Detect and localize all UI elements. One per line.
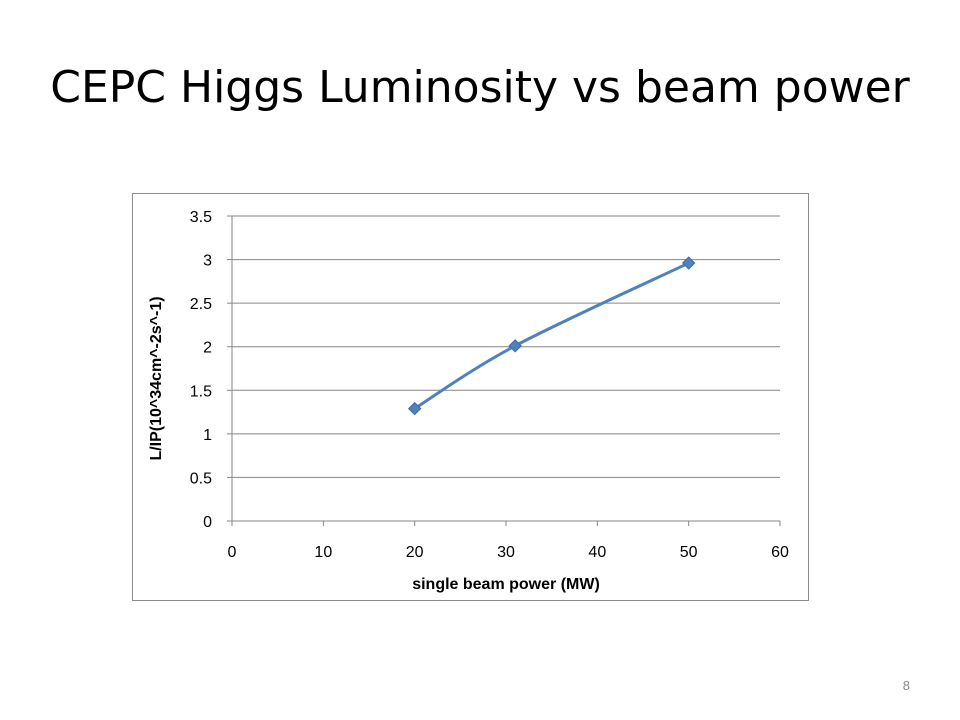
y-tick-label: 3.5 <box>190 209 212 226</box>
y-tick-label: 3 <box>203 253 212 270</box>
x-tick-label: 10 <box>314 544 332 561</box>
x-tick-label: 50 <box>680 544 698 561</box>
series <box>407 256 696 416</box>
chart-area: 0 0.5 1 1.5 2 2.5 3 3.5 0 10 20 30 40 50 60 single be… <box>132 193 809 601</box>
slide-title: CEPC Higgs Luminosity vs beam power <box>50 62 910 113</box>
gridlines <box>232 215 780 478</box>
data-point-marker <box>407 401 422 416</box>
y-tick-label: 0 <box>203 514 212 531</box>
x-tick-label: 20 <box>406 544 424 561</box>
series-line <box>413 261 690 410</box>
y-tick-label: 1 <box>203 427 212 444</box>
y-tick-label: 0.5 <box>190 470 212 487</box>
y-tick-labels: 0 0.5 1 1.5 2 2.5 3 3.5 <box>190 209 212 531</box>
line-chart: 0 0.5 1 1.5 2 2.5 3 3.5 0 10 20 30 40 50 60 single be… <box>148 209 789 593</box>
x-tick-label: 30 <box>497 544 515 561</box>
x-tick-label: 60 <box>771 544 789 561</box>
y-axis-title: L/IP(10^34cm^-2s^-1) <box>148 296 165 460</box>
x-tick-labels: 0 10 20 30 40 50 60 <box>228 544 789 561</box>
axes <box>227 215 781 526</box>
x-axis-title: single beam power (MW) <box>412 576 600 593</box>
y-tick-label: 2.5 <box>190 296 212 313</box>
page-number: 8 <box>902 678 910 693</box>
data-point-marker <box>508 339 522 353</box>
y-tick-label: 1.5 <box>190 383 212 400</box>
data-point-marker <box>681 256 696 270</box>
y-tick-label: 2 <box>203 340 212 357</box>
x-tick-label: 0 <box>228 544 237 561</box>
x-tick-label: 40 <box>588 544 606 561</box>
